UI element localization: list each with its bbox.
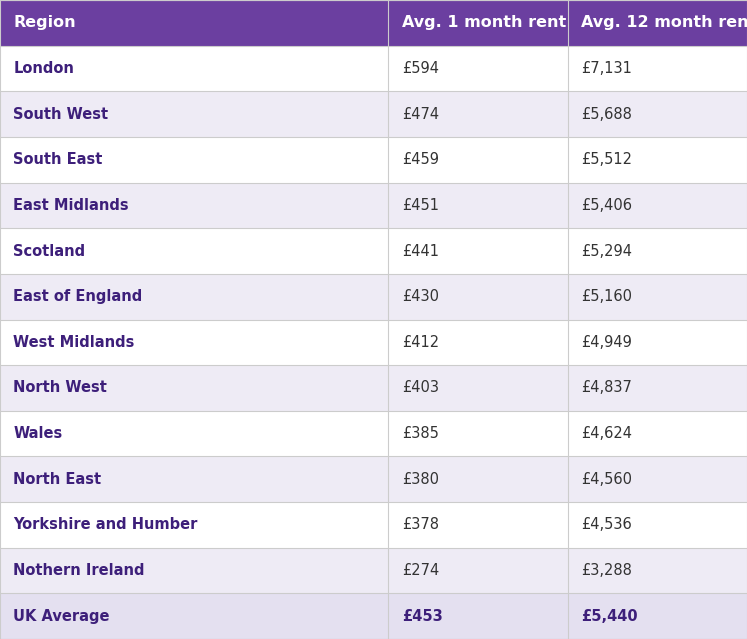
Bar (568, 0, 747, 45)
Bar (0, 594, 388, 639)
Bar (568, 365, 747, 411)
Text: £412: £412 (402, 335, 439, 350)
Text: £385: £385 (402, 426, 438, 441)
Text: South West: South West (13, 107, 108, 121)
Bar (568, 502, 747, 548)
Bar (388, 548, 568, 594)
Text: Nothern Ireland: Nothern Ireland (13, 563, 145, 578)
Bar (568, 594, 747, 639)
Text: £594: £594 (402, 61, 439, 76)
Bar (568, 411, 747, 456)
Bar (0, 183, 388, 228)
Bar (568, 137, 747, 183)
Bar (568, 45, 747, 91)
Bar (388, 274, 568, 320)
Text: £5,440: £5,440 (581, 609, 638, 624)
Bar (388, 183, 568, 228)
Text: UK Average: UK Average (13, 609, 110, 624)
Bar (388, 320, 568, 365)
Bar (0, 411, 388, 456)
Bar (0, 365, 388, 411)
Text: Avg. 12 month rent: Avg. 12 month rent (581, 15, 747, 30)
Text: Scotland: Scotland (13, 243, 86, 259)
Bar (568, 320, 747, 365)
Bar (568, 548, 747, 594)
Text: £5,406: £5,406 (581, 198, 632, 213)
Bar (388, 594, 568, 639)
Text: London: London (13, 61, 74, 76)
Bar (0, 0, 388, 45)
Text: £4,560: £4,560 (581, 472, 632, 487)
Text: £451: £451 (402, 198, 439, 213)
Text: East of England: East of England (13, 289, 143, 304)
Text: East Midlands: East Midlands (13, 198, 129, 213)
Text: £5,160: £5,160 (581, 289, 632, 304)
Bar (388, 137, 568, 183)
Bar (388, 228, 568, 274)
Text: £474: £474 (402, 107, 439, 121)
Text: Region: Region (13, 15, 76, 30)
Text: £5,688: £5,688 (581, 107, 632, 121)
Text: West Midlands: West Midlands (13, 335, 134, 350)
Text: £403: £403 (402, 380, 439, 396)
Text: £430: £430 (402, 289, 439, 304)
Bar (0, 502, 388, 548)
Text: £3,288: £3,288 (581, 563, 632, 578)
Bar (568, 183, 747, 228)
Bar (388, 91, 568, 137)
Text: £4,536: £4,536 (581, 518, 632, 532)
Bar (0, 137, 388, 183)
Bar (568, 91, 747, 137)
Text: £4,624: £4,624 (581, 426, 632, 441)
Bar (568, 456, 747, 502)
Text: North East: North East (13, 472, 102, 487)
Text: £4,837: £4,837 (581, 380, 632, 396)
Bar (0, 45, 388, 91)
Bar (0, 274, 388, 320)
Bar (388, 0, 568, 45)
Text: £380: £380 (402, 472, 439, 487)
Text: Wales: Wales (13, 426, 63, 441)
Bar (0, 228, 388, 274)
Bar (388, 365, 568, 411)
Text: £459: £459 (402, 152, 439, 167)
Text: £5,512: £5,512 (581, 152, 632, 167)
Text: £7,131: £7,131 (581, 61, 632, 76)
Bar (568, 228, 747, 274)
Text: £4,949: £4,949 (581, 335, 632, 350)
Text: £5,294: £5,294 (581, 243, 632, 259)
Text: Avg. 1 month rent: Avg. 1 month rent (402, 15, 566, 30)
Bar (0, 548, 388, 594)
Text: North West: North West (13, 380, 108, 396)
Text: £378: £378 (402, 518, 439, 532)
Text: Yorkshire and Humber: Yorkshire and Humber (13, 518, 198, 532)
Bar (388, 45, 568, 91)
Bar (0, 320, 388, 365)
Bar (388, 502, 568, 548)
Text: South East: South East (13, 152, 103, 167)
Bar (388, 411, 568, 456)
Text: £274: £274 (402, 563, 439, 578)
Text: £441: £441 (402, 243, 439, 259)
Text: £453: £453 (402, 609, 443, 624)
Bar (0, 91, 388, 137)
Bar (388, 456, 568, 502)
Bar (0, 456, 388, 502)
Bar (568, 274, 747, 320)
